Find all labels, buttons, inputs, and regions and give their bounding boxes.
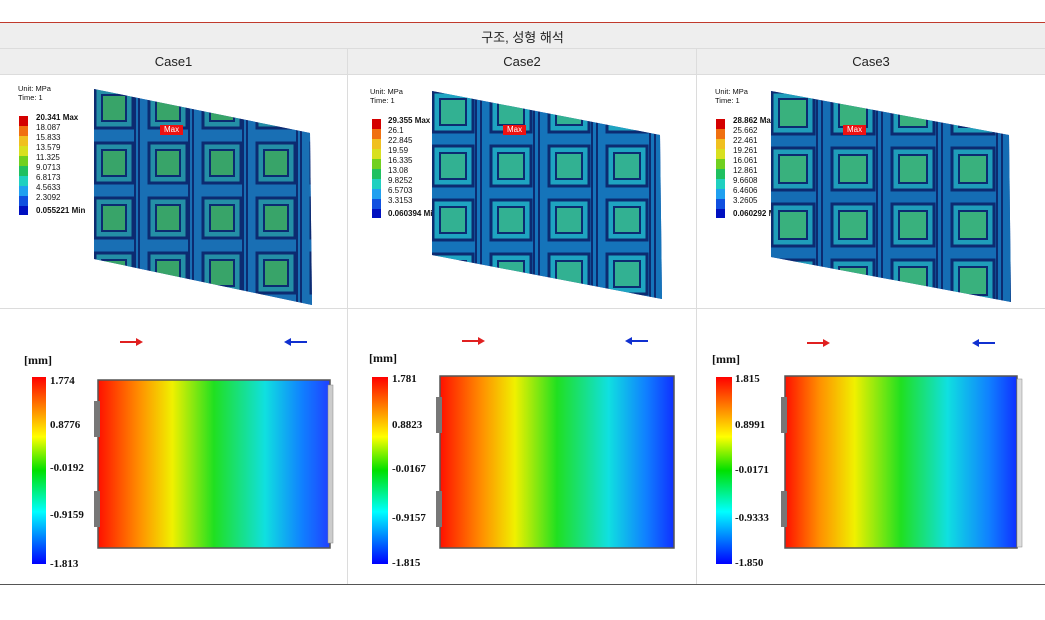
arrow-right-icon [120, 338, 143, 346]
disp-tick: -1.813 [50, 558, 79, 570]
legend-value: 9.0713 [36, 163, 61, 172]
disp-tick: -0.9159 [50, 509, 84, 521]
legend-value: 29.355 Max [388, 116, 431, 125]
legend-value: 9.8252 [388, 176, 413, 185]
table-title: 구조, 성형 해석 [481, 30, 564, 45]
disp-unit: [mm] [712, 352, 740, 366]
bottom-rule [0, 584, 1045, 585]
stress-unit: Unit: MPa [370, 87, 403, 96]
disp-unit: [mm] [369, 351, 397, 365]
legend-value: 6.8173 [36, 173, 61, 182]
stress-legend-bar [716, 119, 725, 218]
legend-value: 22.461 [733, 136, 758, 145]
legend-value: 19.59 [388, 146, 409, 155]
displacement-contour-image [781, 375, 1023, 549]
disp-tick: -0.9157 [392, 512, 426, 524]
disp-unit: [mm] [24, 353, 52, 367]
stress-legend-bar [372, 119, 381, 218]
case1-stress-panel: Unit: MPa Time: 1 20.341 Max 18.087 15.8… [0, 75, 347, 307]
disp-tick: -1.815 [392, 557, 421, 569]
disp-tick: -0.0192 [50, 462, 84, 474]
disp-color-bar [372, 377, 388, 564]
disp-tick: 1.815 [735, 373, 760, 385]
case2-stress-panel: Unit: MPa Time: 1 29.355 Max 26.1 22.845… [348, 75, 696, 307]
stress-legend-bar [19, 116, 28, 215]
case2-header: Case2 [503, 54, 541, 69]
disp-color-bar [716, 377, 732, 564]
legend-value: 22.845 [388, 136, 413, 145]
legend-value: 16.335 [388, 156, 413, 165]
arrow-left-icon [972, 339, 995, 347]
legend-value: 2.3092 [36, 193, 61, 202]
legend-value: 4.5633 [36, 183, 61, 192]
case-header-row: Case1 Case2 Case3 [0, 49, 1045, 75]
row-divider [0, 308, 1045, 309]
case2-displacement-panel: [mm] 1.781 0.8823 -0.0167 -0.9157 -1.815 [348, 309, 696, 584]
legend-value: 9.6608 [733, 176, 758, 185]
arrow-right-icon [807, 339, 830, 347]
legend-value: 16.061 [733, 156, 758, 165]
legend-value: 13.579 [36, 143, 61, 152]
column-divider [347, 49, 348, 585]
arrow-right-icon [462, 337, 485, 345]
legend-value: 19.261 [733, 146, 758, 155]
stress-model-image [771, 91, 1011, 302]
legend-value: 15.833 [36, 133, 61, 142]
legend-value: 3.3153 [388, 196, 413, 205]
disp-tick: -0.0167 [392, 463, 426, 475]
arrow-left-icon [284, 338, 307, 346]
column-divider [696, 49, 697, 585]
table-title-row: 구조, 성형 해석 [0, 23, 1045, 49]
legend-value: 13.08 [388, 166, 409, 175]
case1-header: Case1 [154, 54, 193, 69]
disp-tick: -0.9333 [735, 512, 769, 524]
legend-value: 0.060292 Min [733, 209, 783, 218]
legend-value: 11.325 [36, 153, 60, 162]
legend-value: 6.5703 [388, 186, 413, 195]
displacement-contour-image [436, 375, 675, 549]
legend-value: 20.341 Max [36, 113, 79, 122]
stress-time: Time: 1 [715, 96, 740, 105]
disp-color-bar [32, 377, 46, 564]
legend-value: 26.1 [388, 126, 404, 135]
disp-tick: -0.0171 [735, 464, 769, 476]
disp-tick: 0.8991 [735, 419, 766, 431]
legend-value: 0.055221 Min [36, 206, 86, 215]
arrow-left-icon [625, 337, 648, 345]
stress-time: Time: 1 [370, 96, 395, 105]
stress-time: Time: 1 [18, 93, 43, 102]
stress-unit: Unit: MPa [715, 87, 748, 96]
case3-header: Case3 [852, 54, 890, 69]
stress-model-image [432, 91, 662, 299]
case3-displacement-panel: [mm] 1.815 0.8991 -0.0171 -0.9333 -1.850 [697, 309, 1045, 584]
disp-tick: 0.8823 [392, 419, 423, 431]
legend-value: 3.2605 [733, 196, 758, 205]
disp-tick: -1.850 [735, 557, 764, 569]
max-marker: Max [160, 125, 184, 135]
legend-value: 18.087 [36, 123, 61, 132]
stress-unit: Unit: MPa [18, 84, 51, 93]
stress-model-image [94, 89, 312, 305]
max-marker: Max [843, 125, 867, 135]
case1-displacement-panel: [mm] 1.774 0.8776 -0.0192 -0.9159 -1.813 [0, 309, 347, 584]
legend-value: 6.4606 [733, 186, 758, 195]
case3-stress-panel: Unit: MPa Time: 1 28.862 Max 25.662 22.4… [697, 75, 1045, 307]
disp-tick: 1.781 [392, 373, 417, 385]
top-rule [0, 22, 1045, 23]
disp-tick: 0.8776 [50, 419, 81, 431]
disp-tick: 1.774 [50, 375, 75, 387]
legend-value: 25.662 [733, 126, 758, 135]
legend-value: 12.861 [733, 166, 758, 175]
legend-value: 28.862 Max [733, 116, 776, 125]
max-marker: Max [503, 125, 527, 135]
displacement-contour-image [94, 379, 334, 549]
legend-value: 0.060394 Min [388, 209, 438, 218]
